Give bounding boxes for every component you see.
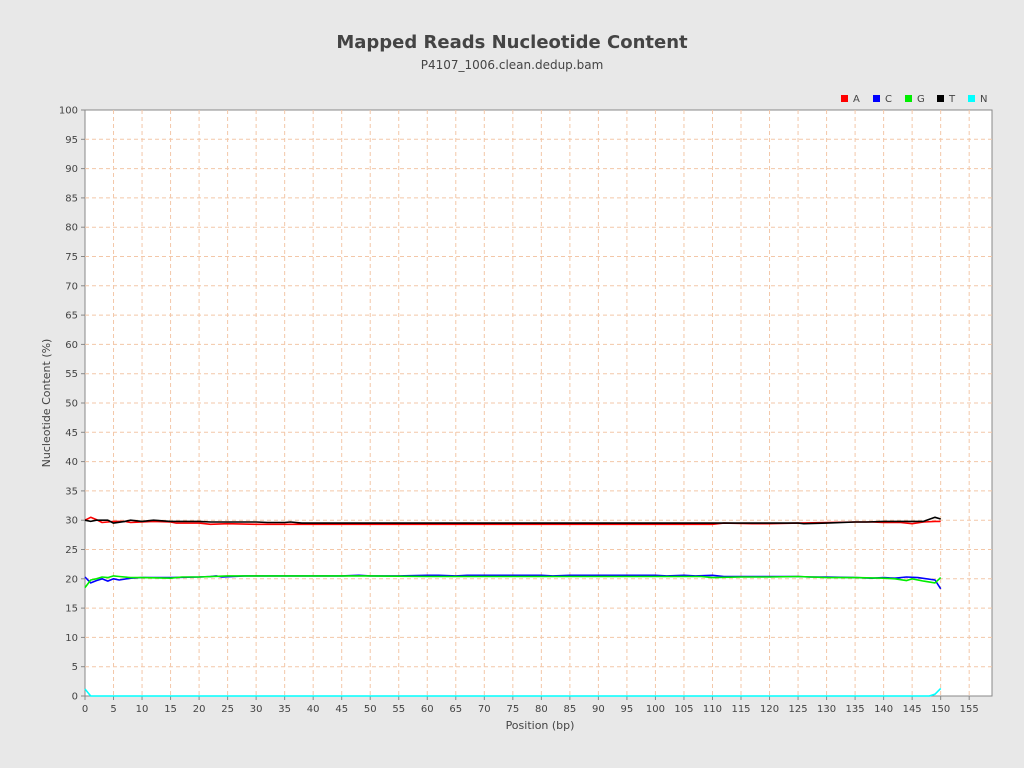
legend-swatch-a	[841, 95, 848, 102]
y-tick-label: 10	[65, 633, 78, 644]
x-tick-label: 70	[478, 704, 491, 715]
x-tick-label: 105	[674, 704, 693, 715]
x-tick-label: 20	[193, 704, 206, 715]
y-tick-label: 40	[65, 457, 78, 468]
x-tick-label: 80	[535, 704, 548, 715]
series-lines	[84, 516, 942, 697]
y-tick-label: 15	[65, 604, 78, 615]
x-tick-label: 85	[564, 704, 577, 715]
x-tick-label: 25	[221, 704, 234, 715]
x-tick-label: 145	[903, 704, 922, 715]
y-tick-label: 20	[65, 574, 78, 585]
y-tick-label: 80	[65, 223, 78, 234]
legend-swatch-c	[873, 95, 880, 102]
y-tick-label: 25	[65, 545, 78, 556]
y-tick-label: 0	[72, 692, 78, 703]
x-tick-label: 110	[703, 704, 722, 715]
x-tick-label: 45	[335, 704, 348, 715]
y-tick-label: 90	[65, 164, 78, 175]
legend-label-c: C	[885, 94, 892, 105]
x-tick-label: 5	[110, 704, 116, 715]
chart-subtitle: P4107_1006.clean.dedup.bam	[421, 58, 604, 72]
y-tick-label: 55	[65, 369, 78, 380]
x-tick-label: 130	[817, 704, 836, 715]
x-tick-label: 135	[846, 704, 865, 715]
x-tick-label: 15	[164, 704, 177, 715]
y-tick-label: 75	[65, 252, 78, 263]
y-tick-label: 50	[65, 399, 78, 410]
legend-label-g: G	[917, 94, 925, 105]
y-tick-label: 45	[65, 428, 78, 439]
x-tick-label: 65	[449, 704, 462, 715]
x-tick-label: 115	[731, 704, 750, 715]
x-tick-label: 90	[592, 704, 605, 715]
legend-label-t: T	[948, 94, 956, 105]
x-tick-label: 10	[136, 704, 149, 715]
y-tick-label: 5	[72, 662, 78, 673]
x-tick-label: 75	[506, 704, 519, 715]
legend-label-n: N	[980, 94, 987, 105]
series-line-n	[84, 687, 942, 697]
legend-label-a: A	[853, 94, 860, 105]
chart-title: Mapped Reads Nucleotide Content	[336, 32, 688, 53]
plot-area	[84, 109, 993, 697]
x-axis-label: Position (bp)	[506, 719, 575, 732]
series-line-t	[84, 516, 941, 525]
series-line-g	[84, 575, 942, 589]
legend-swatch-t	[937, 95, 944, 102]
y-tick-label: 65	[65, 311, 78, 322]
y-tick-label: 100	[59, 106, 78, 117]
legend-swatch-n	[968, 95, 975, 102]
x-tick-label: 100	[646, 704, 665, 715]
y-tick-label: 70	[65, 281, 78, 292]
x-tick-label: 155	[960, 704, 979, 715]
x-tick-label: 140	[874, 704, 893, 715]
x-tick-label: 30	[250, 704, 263, 715]
x-tick-label: 50	[364, 704, 377, 715]
y-tick-label: 30	[65, 516, 78, 527]
x-tick-label: 60	[421, 704, 434, 715]
y-tick-label: 60	[65, 340, 78, 351]
y-tick-label: 85	[65, 193, 78, 204]
y-tick-label: 95	[65, 135, 78, 146]
x-tick-label: 55	[392, 704, 405, 715]
x-tick-label: 35	[278, 704, 291, 715]
legend-swatch-g	[905, 95, 912, 102]
x-tick-label: 95	[621, 704, 634, 715]
x-tick-label: 0	[82, 704, 88, 715]
x-tick-label: 150	[931, 704, 950, 715]
axis-ticks: 0510152025303540455055606570758085909510…	[59, 106, 979, 716]
y-tick-label: 35	[65, 486, 78, 497]
x-tick-label: 125	[789, 704, 808, 715]
x-tick-label: 120	[760, 704, 779, 715]
x-tick-label: 40	[307, 704, 320, 715]
y-axis-label: Nucleotide Content (%)	[40, 339, 53, 468]
